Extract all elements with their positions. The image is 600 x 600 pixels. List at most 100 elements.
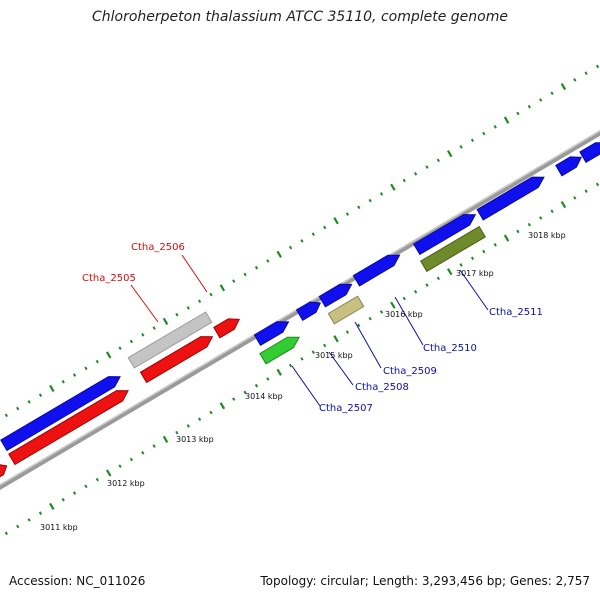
- outer-ring-minor-tick: [482, 131, 486, 136]
- kbp-label-3015: 3015 kbp: [315, 351, 353, 360]
- outer-ring-minor-tick: [243, 272, 247, 277]
- gene-forward-3016[interactable]: [352, 254, 401, 287]
- gene-red-small[interactable]: [213, 318, 240, 339]
- gene-forward-3018[interactable]: [476, 176, 545, 221]
- inner-ring-minor-tick: [402, 296, 406, 301]
- outer-ring-minor-tick: [414, 171, 418, 176]
- outer-ring-minor-tick: [141, 332, 145, 337]
- inner-ring-major-tick: [447, 268, 453, 276]
- inner-ring-major-tick: [390, 301, 396, 309]
- outer-ring-minor-tick: [129, 339, 134, 344]
- gene-label-ctha-2505[interactable]: Ctha_2505: [82, 273, 136, 284]
- gene-forward-3015b[interactable]: [318, 283, 353, 308]
- outer-ring-major-tick: [219, 284, 226, 292]
- accession-text: Accession: NC_011026: [9, 574, 146, 588]
- kbp-label-3012: 3012 kbp: [107, 479, 145, 488]
- gene-label-ctha-2507[interactable]: Ctha_2507: [319, 403, 373, 414]
- inner-ring-minor-tick: [516, 229, 520, 234]
- inner-ring-minor-tick: [232, 397, 236, 401]
- gene-reverse-edge[interactable]: [0, 464, 8, 481]
- inner-ring-minor-tick: [27, 518, 31, 522]
- gene-label-ctha-2508[interactable]: Ctha_2508: [355, 382, 409, 393]
- gene-ctha-2506[interactable]: [127, 311, 213, 369]
- outer-ring-major-tick: [162, 317, 169, 325]
- gene-ctha-2505[interactable]: [8, 390, 129, 466]
- gene-forward-3014[interactable]: [253, 321, 290, 346]
- outer-ring-minor-tick: [16, 406, 20, 411]
- outer-ring-minor-tick: [516, 111, 520, 116]
- inner-ring-minor-tick: [175, 430, 179, 435]
- outer-ring-minor-tick: [550, 91, 554, 96]
- outer-ring-minor-tick: [266, 259, 270, 263]
- outer-ring-minor-tick: [379, 192, 384, 196]
- outer-ring-minor-tick: [4, 413, 8, 418]
- inner-ring-minor-tick: [84, 484, 88, 489]
- kbp-label-3016: 3016 kbp: [385, 310, 423, 319]
- leader-ctha-2505: [130, 284, 159, 323]
- outer-ring-major-tick: [390, 183, 396, 191]
- inner-ring-minor-tick: [379, 310, 384, 314]
- inner-ring-major-tick: [219, 402, 226, 410]
- outer-ring-minor-tick: [209, 292, 213, 297]
- outer-ring-minor-tick: [573, 78, 577, 82]
- gene-label-ctha-2510[interactable]: Ctha_2510: [423, 343, 477, 354]
- outer-ring-minor-tick: [84, 366, 88, 371]
- inner-ring-minor-tick: [4, 531, 8, 536]
- outer-ring-minor-tick: [436, 158, 440, 163]
- outer-ring-minor-tick: [118, 346, 122, 351]
- outer-ring-minor-tick: [175, 312, 179, 317]
- inner-ring-major-tick: [49, 502, 55, 511]
- gene-forward-3015a[interactable]: [295, 301, 322, 321]
- outer-ring-minor-tick: [459, 145, 463, 149]
- inner-ring-minor-tick: [323, 343, 327, 348]
- inner-ring-minor-tick: [493, 243, 497, 247]
- outer-ring-major-tick: [105, 351, 112, 359]
- gene-label-ctha-2509[interactable]: Ctha_2509: [383, 366, 437, 377]
- gene-forward-left[interactable]: [0, 376, 121, 452]
- inner-ring-minor-tick: [300, 357, 304, 361]
- outer-ring-minor-tick: [27, 400, 31, 404]
- outer-ring-major-tick: [447, 150, 453, 158]
- gene-label-ctha-2511[interactable]: Ctha_2511: [489, 307, 543, 318]
- outer-ring-minor-tick: [527, 104, 531, 109]
- gene-ctha-2507[interactable]: [259, 336, 300, 365]
- gene-forward-edge-a[interactable]: [555, 156, 582, 177]
- inner-ring-minor-tick: [414, 289, 418, 294]
- inner-ring-minor-tick: [584, 189, 588, 193]
- leader-ctha-2506: [181, 254, 208, 293]
- map-title: Chloroherpeton thalassium ATCC 35110, co…: [92, 9, 508, 25]
- inner-ring-major-tick: [333, 335, 339, 343]
- outer-ring-minor-tick: [323, 225, 327, 230]
- inner-ring-minor-tick: [254, 383, 259, 388]
- inner-ring-major-tick: [503, 234, 510, 242]
- gene-ctha-2511[interactable]: [420, 225, 486, 273]
- outer-ring-minor-tick: [425, 165, 429, 169]
- outer-ring-major-tick: [560, 83, 567, 91]
- gene-label-ctha-2506[interactable]: Ctha_2506: [131, 242, 185, 253]
- outer-ring-minor-tick: [539, 98, 543, 102]
- outer-ring-minor-tick: [595, 64, 600, 69]
- inner-ring-major-tick: [105, 469, 112, 477]
- gene-ctha-2510[interactable]: [413, 214, 477, 256]
- outer-ring-major-tick: [49, 384, 55, 393]
- kbp-label-3017: 3017 kbp: [456, 269, 494, 278]
- gene-forward-edge-b[interactable]: [579, 142, 600, 163]
- kbp-label-3011: 3011 kbp: [40, 523, 78, 532]
- inner-ring-minor-tick: [527, 222, 531, 227]
- outer-tick-ring: [4, 64, 600, 418]
- inner-tick-ring: [4, 182, 600, 536]
- inner-ring-minor-tick: [243, 390, 247, 395]
- outer-ring-minor-tick: [493, 125, 497, 129]
- inner-ring-minor-tick: [357, 323, 361, 328]
- gene-reverse-3013[interactable]: [139, 336, 214, 384]
- gene-ctha-2509[interactable]: [327, 295, 365, 325]
- leader-ctha-2511: [459, 269, 489, 311]
- outer-ring-minor-tick: [402, 178, 406, 183]
- inner-ring-major-tick: [560, 201, 567, 209]
- inner-ring-minor-tick: [550, 209, 554, 214]
- inner-ring-minor-tick: [311, 350, 315, 354]
- inner-ring-minor-tick: [368, 316, 372, 321]
- outer-ring-minor-tick: [72, 373, 77, 377]
- inner-ring-minor-tick: [266, 377, 270, 381]
- inner-ring-minor-tick: [573, 196, 577, 200]
